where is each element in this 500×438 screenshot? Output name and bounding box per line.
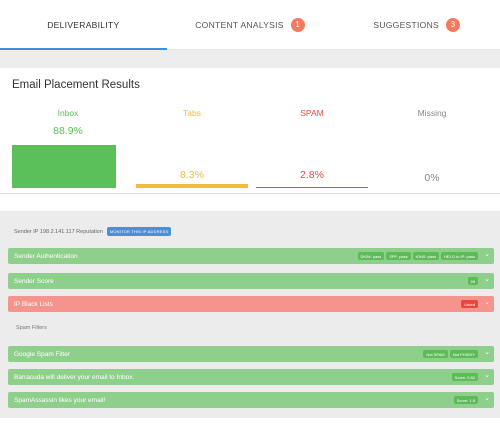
- sender-reputation: Sender IP 198.2.141.117 Reputation MONIT…: [14, 227, 172, 236]
- row-label: Sender Authentication: [14, 252, 78, 260]
- tab-label: CONTENT ANALYSIS: [195, 19, 284, 30]
- tab-label: SUGGESTIONS: [373, 19, 439, 30]
- row-tags: Score: 1.8: [453, 396, 478, 404]
- tab-label: DELIVERABILITY: [47, 19, 120, 30]
- status-tag: rDNS: pass: [412, 252, 440, 260]
- status-tag: Score: 1.8: [453, 396, 478, 404]
- spam-filters-heading: Spam Filters: [16, 325, 47, 331]
- spamassassin-row[interactable]: SpamAssassin likes your email! Score: 1.…: [8, 392, 494, 408]
- row-label: Google Spam Filter: [14, 350, 70, 358]
- row-tags: Not SPAM Not PHISHY: [423, 350, 478, 358]
- chevron-down-icon[interactable]: ⌄: [484, 299, 490, 306]
- chevron-down-icon[interactable]: ⌄: [484, 372, 490, 379]
- status-tag: Score: 0.82: [451, 373, 478, 381]
- tabs-bar: [136, 184, 248, 188]
- google-spam-filter-row[interactable]: Google Spam Filter Not SPAM Not PHISHY ⌄: [8, 346, 494, 362]
- row-label: Sender Score: [14, 277, 54, 285]
- inbox-column: Inbox 88.9%: [12, 108, 124, 188]
- tabs-column: Tabs 8.3%: [136, 108, 248, 188]
- chevron-down-icon[interactable]: ⌄: [484, 276, 490, 283]
- tab-content-analysis[interactable]: CONTENT ANALYSIS 1: [167, 0, 334, 49]
- spam-column: SPAM 2.8%: [256, 108, 368, 188]
- tabs-label: Tabs: [183, 108, 201, 118]
- status-tag: Not SPAM: [423, 350, 448, 358]
- spam-value: 2.8%: [300, 169, 324, 181]
- status-tag: Listed: [461, 300, 478, 308]
- sender-score-row[interactable]: Sender Score 99 ⌄: [8, 273, 494, 289]
- missing-label: Missing: [417, 108, 447, 118]
- row-tags: Score: 0.82: [451, 373, 478, 381]
- chevron-down-icon[interactable]: ⌄: [484, 395, 490, 402]
- tab-bar: DELIVERABILITY CONTENT ANALYSIS 1 SUGGES…: [0, 0, 500, 50]
- chevron-down-icon[interactable]: ⌄: [484, 251, 490, 258]
- row-tags: Listed: [461, 300, 478, 308]
- count-badge: 3: [446, 17, 460, 32]
- spam-bar: [256, 186, 368, 188]
- status-tag: HELO to IP: pass: [441, 252, 478, 260]
- count-badge: 1: [290, 17, 305, 32]
- status-tag: DKIM: pass: [357, 252, 385, 260]
- inbox-bar: [12, 145, 116, 188]
- tabs-value: 8.3%: [180, 169, 204, 181]
- status-tag: Not PHISHY: [449, 350, 478, 358]
- spam-label: SPAM: [300, 108, 324, 118]
- inbox-label: Inbox: [57, 108, 79, 118]
- placement-title: Email Placement Results: [12, 79, 140, 91]
- reputation-text: Sender IP 198.2.141.117 Reputation: [14, 228, 103, 235]
- email-placement-card: Email Placement Results Inbox 88.9% Tabs…: [0, 68, 500, 194]
- status-tag: SPF: pass: [386, 252, 411, 260]
- divider: [0, 50, 500, 68]
- row-tags: 99: [467, 277, 478, 285]
- tab-deliverability[interactable]: DELIVERABILITY: [0, 0, 167, 50]
- tab-suggestions[interactable]: SUGGESTIONS 3: [333, 0, 500, 49]
- barracuda-row[interactable]: Barracuda will deliver your email to Inb…: [8, 369, 494, 385]
- status-tag: 99: [467, 277, 478, 285]
- report-panel: Sender IP 198.2.141.117 Reputation MONIT…: [0, 211, 500, 418]
- row-label: Barracuda will deliver your email to Inb…: [14, 373, 135, 381]
- monitor-ip-button[interactable]: MONITOR THIS IP ADDRESS: [106, 227, 172, 236]
- spacer: [0, 194, 500, 211]
- inbox-value: 88.9%: [53, 125, 83, 137]
- ip-blacklists-row[interactable]: IP Black Lists Listed ⌄: [8, 296, 494, 312]
- missing-value: 0%: [424, 172, 440, 184]
- row-label: IP Black Lists: [14, 300, 53, 308]
- missing-column: Missing 0%: [376, 108, 488, 188]
- row-label: SpamAssassin likes your email!: [14, 396, 106, 404]
- row-tags: DKIM: pass SPF: pass rDNS: pass HELO to IP:…: [357, 252, 478, 260]
- chevron-down-icon[interactable]: ⌄: [484, 349, 490, 356]
- sender-authentication-row[interactable]: Sender Authentication DKIM: pass SPF: pas…: [8, 248, 494, 264]
